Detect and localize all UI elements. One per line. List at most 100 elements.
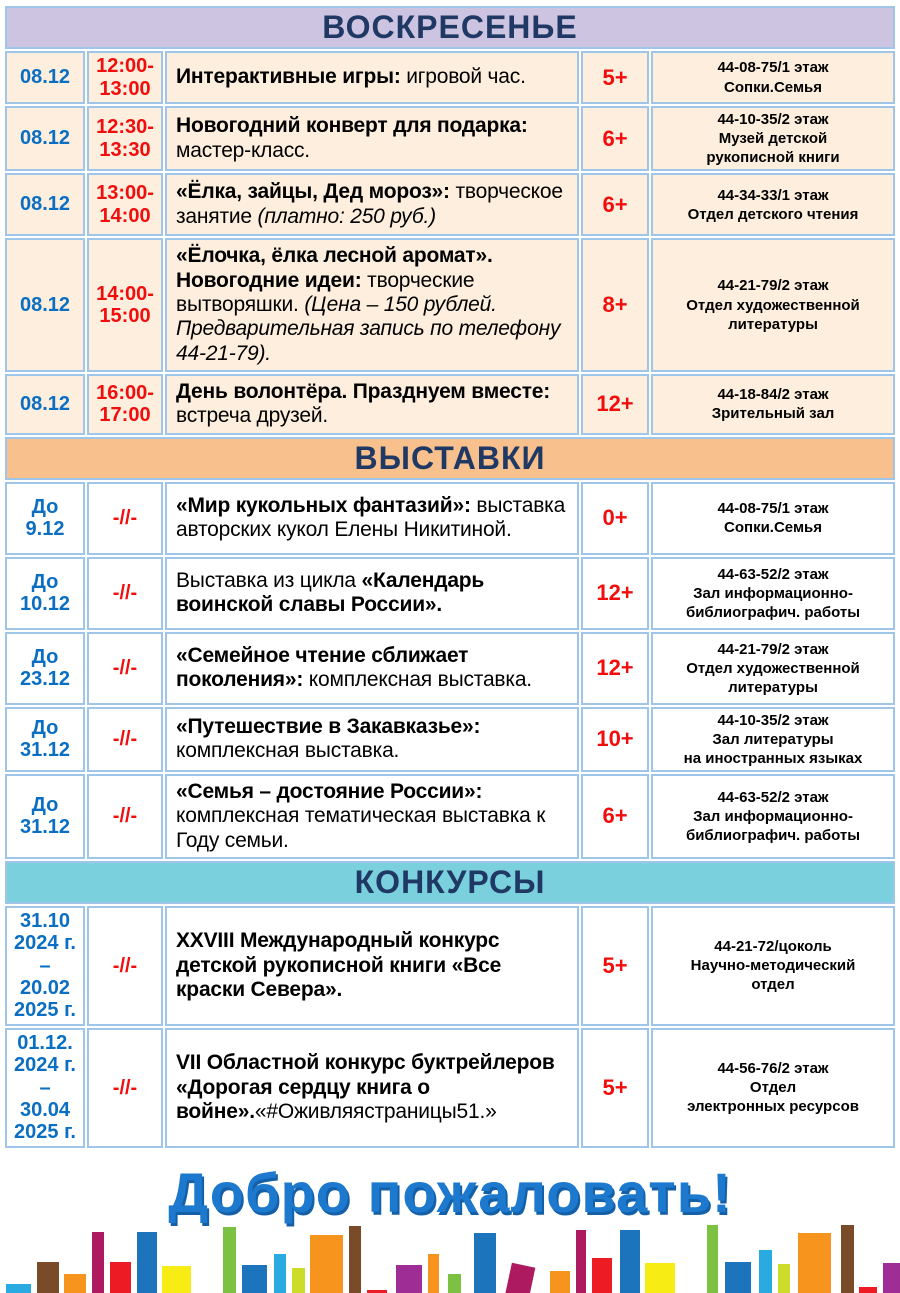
book-spine: [778, 1263, 790, 1293]
event-row: 31.10 2024 г. –20.02 2025 г. -//- XXVIII Меж…: [5, 905, 896, 1026]
description-cell: Выставка из цикла «Календарь воинской сл…: [165, 556, 579, 630]
section-title-contests: КОНКУРСЫ: [5, 860, 896, 904]
text-line: До: [31, 495, 59, 518]
text-line: 31.12: [19, 816, 71, 839]
book-spine: [37, 1261, 59, 1293]
text-line: Сопки.Семья: [724, 519, 823, 537]
date-cell: 08.12: [5, 51, 85, 104]
age-badge: 6+: [581, 106, 649, 172]
book-spine: [883, 1262, 900, 1293]
date-cell: До 31.12: [5, 773, 85, 859]
description-cell: «Ёлочка, ёлка лесной аромат». Новогодние…: [165, 238, 579, 372]
text-line: 15:00: [99, 305, 151, 328]
location-cell: 44-34-33/1 этаж Отдел детского чтения: [651, 173, 896, 237]
book-spine: [428, 1253, 439, 1293]
description-segment: мастер-класс.: [176, 138, 310, 162]
text-line: -//-: [112, 506, 138, 529]
text-line: Зрительный зал: [711, 405, 835, 423]
date-cell: До 23.12: [5, 631, 85, 705]
text-line: 16:00-: [96, 381, 154, 404]
description-cell: VII Областной конкурс буктрейлеров «Доро…: [165, 1027, 579, 1148]
book-spine: [310, 1234, 343, 1293]
description-cell: Новогодний конверт для подарка: мастер-к…: [165, 106, 579, 172]
description-segment: «Семья – достояние России»:: [176, 779, 483, 803]
text-line: 13:00-: [96, 182, 154, 205]
event-row: До 31.12 -//- «Путешествие в Закавказье»: к…: [5, 706, 896, 772]
date-cell: 31.10 2024 г. –20.02 2025 г.: [5, 905, 85, 1026]
text-line: Сопки.Семья: [724, 78, 823, 96]
book-spine: [620, 1229, 640, 1293]
text-line: 44-63-52/2 этаж: [717, 788, 829, 806]
event-row: 08.12 16:00- 17:00 День волонтёра. Празднуе…: [5, 373, 896, 435]
location-cell: 44-10-35/2 этаж Зал литературы на иностран…: [651, 706, 896, 772]
age-badge: 0+: [581, 481, 649, 555]
description-segment: творческие вытворяшки.: [176, 268, 475, 316]
text-line: 08.12: [19, 393, 71, 416]
text-line: 12:00-: [96, 55, 154, 78]
text-line: 2024 г. –: [14, 932, 76, 977]
description-segment: игровой час.: [400, 65, 526, 89]
event-row: 08.12 14:00- 15:00 «Ёлочка, ёлка лесной аро…: [5, 238, 896, 372]
text-line: 44-10-35/2 этаж: [717, 111, 829, 128]
text-line: До: [31, 716, 59, 739]
book-spine: [725, 1261, 751, 1293]
text-line: Отдел художественной: [686, 659, 860, 677]
age-badge: 6+: [581, 773, 649, 859]
book-spine: [448, 1273, 461, 1293]
time-cell: 12:00- 13:00: [87, 51, 163, 104]
book-spine: [110, 1261, 131, 1293]
text-line: 17:00: [99, 404, 151, 427]
text-line: 13:30: [99, 138, 151, 161]
date-cell: До 10.12: [5, 556, 85, 630]
text-line: литературы: [728, 315, 818, 333]
text-line: -//-: [112, 656, 138, 679]
text-line: -//-: [112, 954, 138, 977]
text-line: библиографич. работы: [685, 826, 861, 844]
time-cell: -//-: [87, 481, 163, 555]
age-badge: 12+: [581, 373, 649, 435]
description-segment: «Семейное чтение сближает поколения»:: [176, 643, 469, 692]
location-cell: 44-21-79/2 этаж Отдел художественной литер…: [651, 631, 896, 705]
bookshelf: [3, 1224, 900, 1293]
book-spine: [474, 1232, 496, 1293]
text-line: 44-08-75/1 этаж: [717, 500, 829, 518]
text-line: -//-: [112, 805, 138, 828]
description-segment: «#Оживляястраницы51.»: [254, 1099, 497, 1123]
description-segment: (Цена – 150 рублей. Предварительная запи…: [176, 292, 561, 365]
text-line: Отдел детского чтения: [687, 205, 859, 223]
description-segment: комплексная выставка.: [176, 739, 400, 763]
location-cell: 44-21-79/2 этаж Отдел художественной литер…: [651, 238, 896, 372]
description-segment: Новогодний конверт для подарка:: [176, 114, 528, 138]
age-badge: 12+: [581, 631, 649, 705]
text-line: -//-: [112, 581, 138, 604]
text-line: электронных ресурсов: [687, 1098, 859, 1116]
book-spine: [645, 1262, 675, 1293]
book-spine: [137, 1231, 157, 1293]
description-segment: XXVIII Международный конкурс детской рук…: [176, 929, 502, 1002]
book-spine: [550, 1270, 570, 1293]
location-cell: 44-08-75/1 этаж Сопки.Семья: [651, 51, 896, 104]
description-segment: творческое занятие: [176, 180, 563, 228]
book-spine: [841, 1224, 854, 1293]
text-line: 08.12: [19, 66, 71, 89]
time-cell: -//-: [87, 773, 163, 859]
text-line: До: [31, 793, 59, 816]
description-segment: (платно: 250 руб.): [257, 204, 437, 228]
text-line: До: [31, 570, 59, 593]
text-line: 31.12: [19, 739, 71, 762]
text-line: 44-63-52/2 этаж: [717, 565, 829, 583]
text-line: 44-21-79/2 этаж: [717, 277, 829, 295]
location-cell: 44-56-76/2 этаж Отдел электронных ресурсов: [651, 1027, 896, 1148]
book-spine: [223, 1226, 236, 1293]
text-line: Зал информационно-: [693, 807, 853, 825]
event-row: До 23.12 -//- «Семейное чтение сближает пок…: [5, 631, 896, 705]
text-line: 20.02: [19, 977, 71, 1000]
text-line: 01.12.: [17, 1031, 73, 1054]
text-line: 30.04: [19, 1099, 71, 1121]
description-segment: «Мир кукольных фантазий»:: [176, 493, 471, 517]
text-line: 9.12: [25, 518, 65, 541]
event-row: До 31.12 -//- «Семья – достояние России»: к…: [5, 773, 896, 859]
description-cell: Интерактивные игры: игровой час.: [165, 51, 579, 104]
description-segment: VII Областной конкурс буктрейлеров «Доро…: [176, 1051, 555, 1123]
description-segment: комплексная выставка.: [303, 668, 532, 692]
